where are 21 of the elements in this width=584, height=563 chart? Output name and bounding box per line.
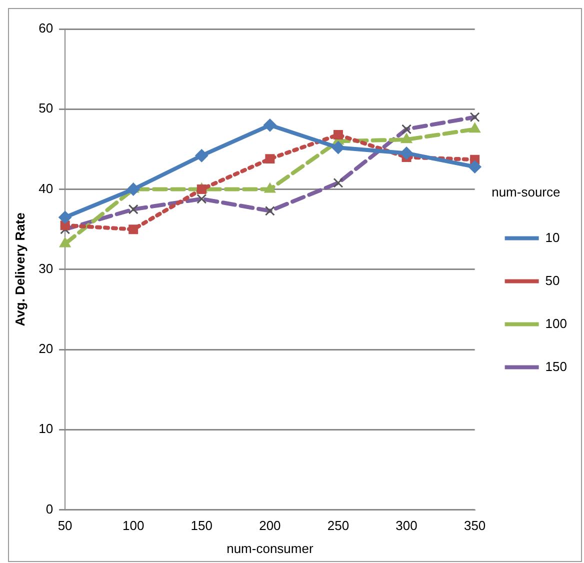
x-axis-title: num-consumer (226, 540, 314, 556)
y-tick-label: 10 (38, 421, 54, 436)
x-tick-label: 50 (58, 518, 72, 534)
legend-title: num-source (492, 184, 560, 200)
x-tick-label: 350 (464, 518, 486, 534)
x-tick-label: 300 (396, 518, 418, 534)
y-axis-title: Avg. Delivery Rate (12, 212, 28, 326)
y-tick-label: 30 (38, 260, 54, 276)
x-tick-label: 200 (259, 518, 281, 534)
x-tick-label: 150 (190, 518, 212, 534)
x-tick-label: 250 (327, 518, 350, 534)
legend-label: 100 (545, 316, 568, 331)
legend-label: 50 (545, 272, 560, 288)
y-tick-label: 20 (38, 341, 54, 356)
y-tick-label: 50 (38, 100, 54, 116)
y-tick-label: 60 (38, 20, 54, 36)
legend-label: 150 (545, 358, 568, 374)
y-tick-label: 0 (46, 501, 54, 516)
legend-label: 10 (545, 230, 560, 245)
y-tick-label: 40 (38, 180, 54, 196)
x-tick-label: 100 (122, 518, 144, 534)
